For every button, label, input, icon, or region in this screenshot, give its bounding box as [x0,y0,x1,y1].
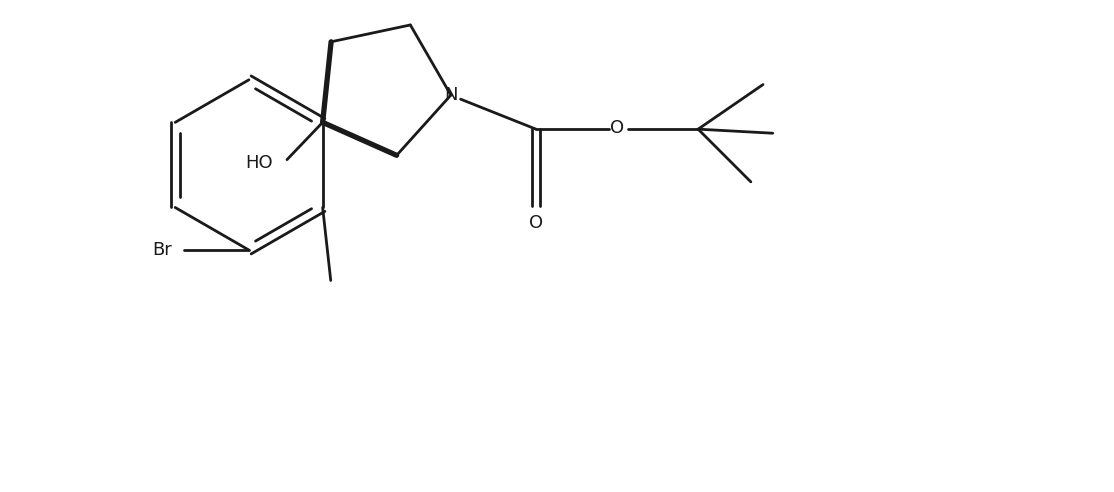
Text: HO: HO [245,154,273,172]
Text: N: N [444,86,458,104]
Text: O: O [610,119,624,137]
Text: O: O [529,215,543,232]
Text: Br: Br [153,241,172,259]
